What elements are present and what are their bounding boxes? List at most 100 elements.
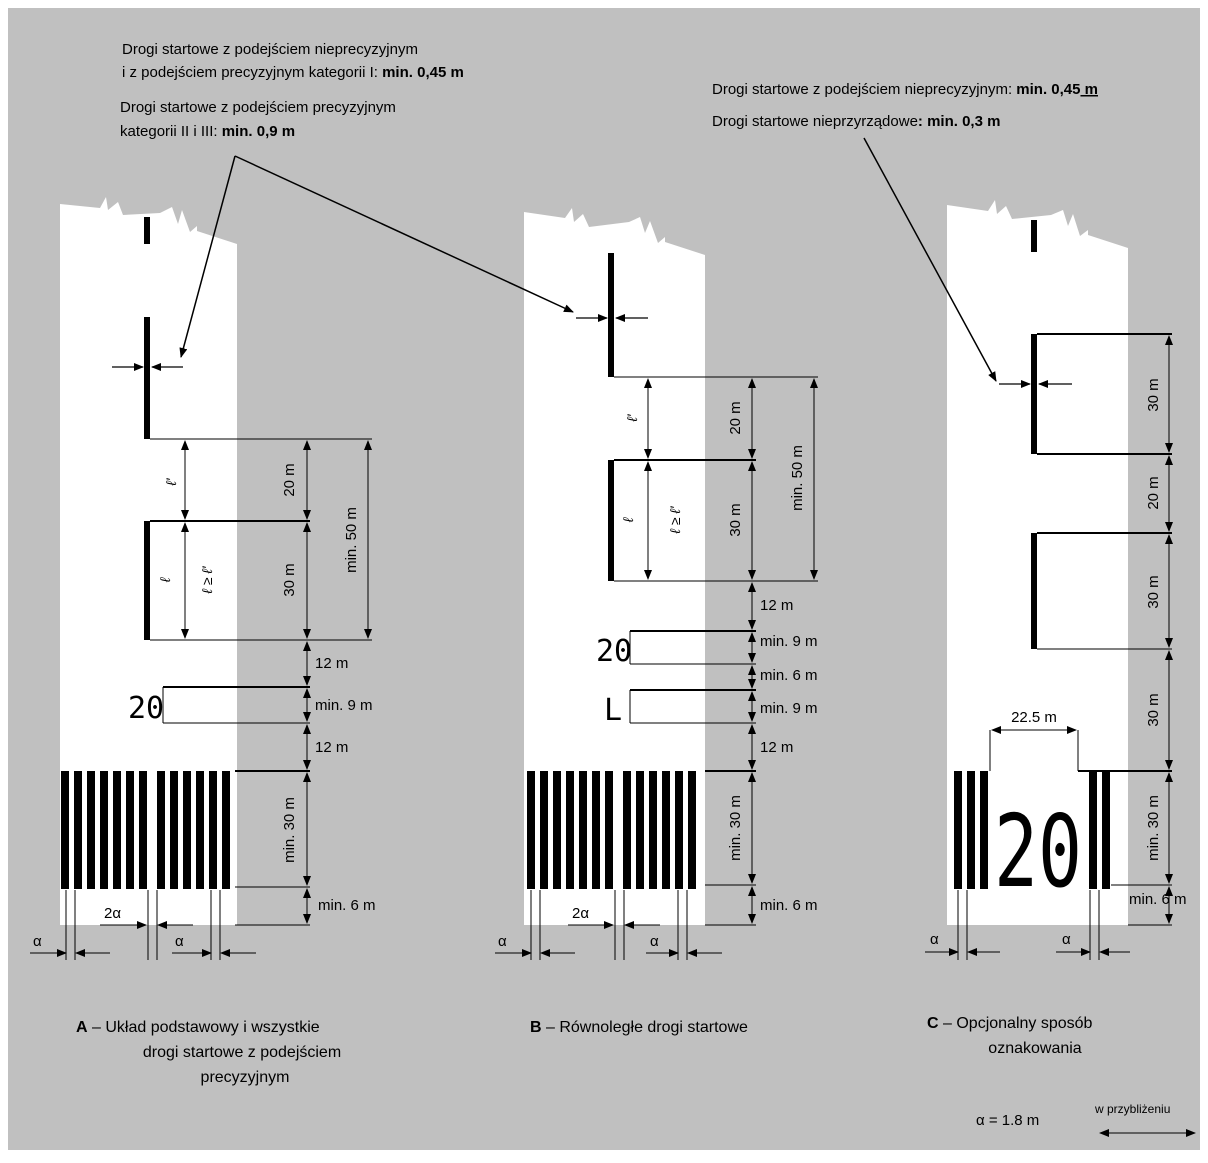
caption-b-letter: B bbox=[530, 1019, 542, 1036]
note-left-line2b: min. 0,45 m bbox=[382, 64, 464, 81]
label-b-lprime: ℓ′ bbox=[624, 413, 640, 423]
note-left-line4: kategorii II i III: min. 0,9 m bbox=[120, 123, 295, 140]
note-left-line4b: min. 0,9 m bbox=[222, 123, 295, 140]
threshold-a-bar-3 bbox=[87, 771, 95, 889]
footer-approx: w przybliżeniu bbox=[1094, 1102, 1170, 1116]
caption-b-line1: B – Równoległe drogi startowe bbox=[530, 1019, 748, 1036]
label-a-30: 30 m bbox=[281, 563, 298, 596]
threshold-b-bar-4 bbox=[566, 771, 574, 889]
centerline-a2 bbox=[144, 317, 150, 439]
two-alpha-a: 2α bbox=[104, 905, 121, 922]
caption-c-letter: C bbox=[927, 1015, 939, 1032]
threshold-c-bar-3 bbox=[980, 771, 988, 889]
threshold-a bbox=[61, 771, 230, 889]
threshold-b bbox=[527, 771, 696, 889]
threshold-b-bar-6 bbox=[592, 771, 600, 889]
caption-c-text1: – Opcjonalny sposób bbox=[939, 1015, 1093, 1032]
designator-b-suffix: L bbox=[604, 693, 622, 728]
note-left-line2: i z podejściem precyzyjnym kategorii I: … bbox=[122, 64, 464, 81]
threshold-c-bar-5 bbox=[1102, 771, 1110, 889]
panel-b: 20 m 30 m min. 50 m 12 m min. 9 m min. 6… bbox=[495, 208, 818, 1036]
threshold-c-bar-2 bbox=[967, 771, 975, 889]
label-b-12b: 12 m bbox=[760, 739, 793, 756]
threshold-c-bar-4 bbox=[1089, 771, 1097, 889]
threshold-b-bar-2 bbox=[540, 771, 548, 889]
label-c-min6: min. 6 m bbox=[1129, 891, 1187, 908]
notes-left: Drogi startowe z podejściem nieprecyzyjn… bbox=[120, 41, 464, 140]
threshold-a-bar-10 bbox=[183, 771, 191, 889]
caption-b-text1: – Równoległe drogi startowe bbox=[542, 1019, 748, 1036]
runway-b bbox=[524, 208, 705, 925]
label-a-min9: min. 9 m bbox=[315, 697, 373, 714]
centerline-c2 bbox=[1031, 334, 1037, 454]
label-a-12b: 12 m bbox=[315, 739, 348, 756]
threshold-a-bar-5 bbox=[113, 771, 121, 889]
threshold-b-bar-3 bbox=[553, 771, 561, 889]
threshold-a-bar-7 bbox=[139, 771, 147, 889]
label-c-30c: 30 m bbox=[1145, 693, 1162, 726]
label-a-min30: min. 30 m bbox=[281, 797, 298, 863]
note-right-line1: Drogi startowe z podejściem nieprecyzyjn… bbox=[712, 81, 1098, 98]
two-alpha-b: 2α bbox=[572, 905, 589, 922]
threshold-b-bar-11 bbox=[662, 771, 670, 889]
threshold-a-bar-2 bbox=[74, 771, 82, 889]
label-b-min9b: min. 9 m bbox=[760, 700, 818, 717]
threshold-a-bar-12 bbox=[209, 771, 217, 889]
centerline-b1 bbox=[608, 253, 614, 377]
note-right-line2: Drogi startowe nieprzyrządowe: min. 0,3 … bbox=[712, 113, 1000, 130]
threshold-a-bar-13 bbox=[222, 771, 230, 889]
alpha-a1: α bbox=[33, 933, 42, 950]
threshold-a-bar-1 bbox=[61, 771, 69, 889]
label-a-min6: min. 6 m bbox=[318, 897, 376, 914]
centerline-a1 bbox=[144, 217, 150, 244]
label-c-min30: min. 30 m bbox=[1145, 795, 1162, 861]
note-right-line2b: : min. 0,3 m bbox=[918, 113, 1001, 130]
note-left-line4a: kategorii II i III: bbox=[120, 123, 222, 140]
note-right-line1a: Drogi startowe z podejściem nieprecyzyjn… bbox=[712, 81, 1016, 98]
threshold-b-bar-8 bbox=[623, 771, 631, 889]
label-a-20: 20 m bbox=[281, 463, 298, 496]
centerline-b2 bbox=[608, 460, 614, 581]
label-c-30b: 30 m bbox=[1145, 575, 1162, 608]
designator-a: 20 bbox=[128, 691, 164, 726]
note-left-line1: Drogi startowe z podejściem nieprecyzyjn… bbox=[122, 41, 418, 58]
leader-right bbox=[863, 137, 997, 382]
threshold-b-bar-12 bbox=[675, 771, 683, 889]
footer-alpha: α = 1.8 m bbox=[976, 1112, 1039, 1129]
centerline-c1 bbox=[1031, 220, 1037, 252]
label-b-lge: ℓ ≥ ℓ′ bbox=[667, 505, 683, 535]
alpha-a2: α bbox=[175, 933, 184, 950]
label-c-30a: 30 m bbox=[1145, 378, 1162, 411]
label-c-20: 20 m bbox=[1145, 476, 1162, 509]
note-right-line2a: Drogi startowe nieprzyrządowe bbox=[712, 113, 918, 130]
caption-c-line2: oznakowania bbox=[988, 1040, 1082, 1057]
alpha-b2: α bbox=[650, 933, 659, 950]
threshold-c-bar-1 bbox=[954, 771, 962, 889]
threshold-b-bar-9 bbox=[636, 771, 644, 889]
label-b-min6b: min. 6 m bbox=[760, 897, 818, 914]
caption-a-line2: drogi startowe z podejściem bbox=[143, 1044, 341, 1061]
alpha-b1: α bbox=[498, 933, 507, 950]
threshold-b-bar-1 bbox=[527, 771, 535, 889]
label-a-lge: ℓ ≥ ℓ′ bbox=[199, 565, 215, 595]
threshold-c bbox=[954, 771, 1110, 889]
label-b-12a: 12 m bbox=[760, 597, 793, 614]
label-a-lprime: ℓ′ bbox=[163, 477, 179, 487]
label-c-225: 22.5 m bbox=[1011, 709, 1057, 726]
label-b-min9a: min. 9 m bbox=[760, 633, 818, 650]
threshold-b-bar-13 bbox=[688, 771, 696, 889]
caption-a-line3: precyzyjnym bbox=[201, 1069, 290, 1086]
note-left-line3: Drogi startowe z podejściem precyzyjnym bbox=[120, 99, 396, 116]
alpha-c2: α bbox=[1062, 931, 1071, 948]
label-a-l: ℓ bbox=[157, 577, 173, 583]
caption-a-text1: – Układ podstawowy i wszystkie bbox=[88, 1019, 320, 1036]
alpha-c1: α bbox=[930, 931, 939, 948]
centerline-a3 bbox=[144, 521, 150, 640]
threshold-b-bar-5 bbox=[579, 771, 587, 889]
threshold-a-bar-8 bbox=[157, 771, 165, 889]
label-a-12a: 12 m bbox=[315, 655, 348, 672]
note-left-line2a: i z podejściem precyzyjnym kategorii I: bbox=[122, 64, 382, 81]
notes-right: Drogi startowe z podejściem nieprecyzyjn… bbox=[712, 81, 1098, 130]
